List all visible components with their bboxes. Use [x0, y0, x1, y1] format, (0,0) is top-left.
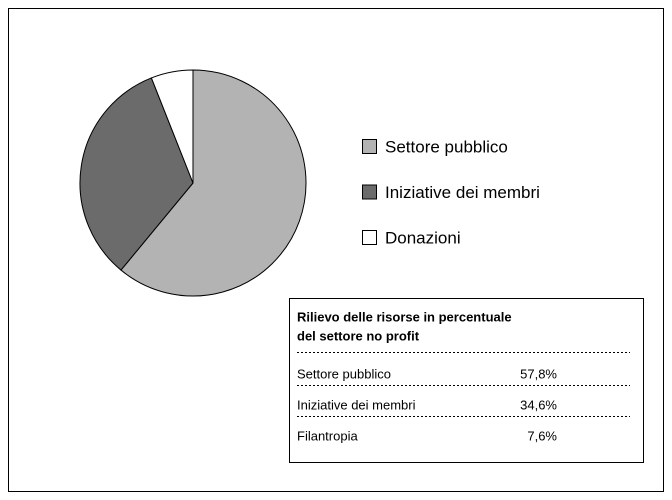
pie-slice [79, 77, 194, 271]
row-label: Settore pubblico [297, 366, 391, 381]
legend-swatch [362, 230, 377, 245]
legend: Settore pubblico Iniziative dei membri Don… [362, 137, 540, 247]
row-value: 34,6% [520, 397, 557, 412]
table: Rilievo delle risorse in percentuale del … [297, 309, 630, 443]
legend-swatch [362, 184, 377, 200]
table-box [289, 298, 644, 463]
legend-label: Iniziative dei membri [385, 183, 540, 202]
legend-swatch [362, 139, 377, 154]
legend-label: Donazioni [385, 228, 461, 247]
table-title: Rilievo delle risorse in percentuale [297, 309, 512, 324]
legend-label: Settore pubblico [385, 137, 508, 156]
pie-slice [150, 69, 194, 184]
row-label: Filantropia [297, 428, 358, 443]
row-value: 57,8% [520, 366, 557, 381]
pie-slice [120, 69, 307, 297]
row-value: 7,6% [527, 428, 557, 443]
row-label: Iniziative dei membri [297, 397, 416, 412]
pie [79, 69, 307, 297]
table-title: del settore no profit [297, 328, 420, 343]
